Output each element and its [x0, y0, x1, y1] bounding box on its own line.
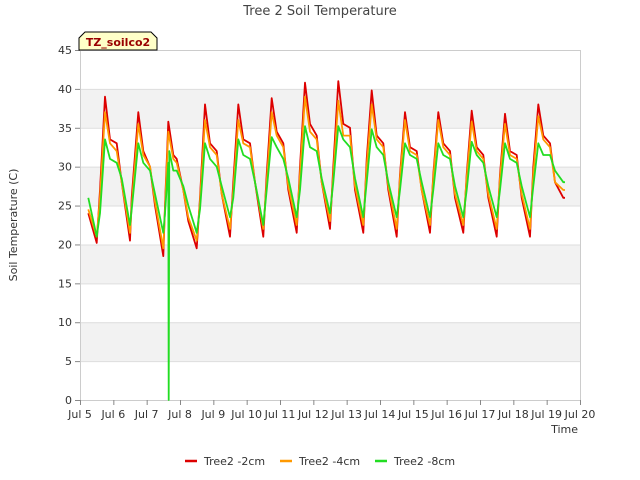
x-tick-label: Jul 20: [564, 408, 596, 421]
x-tick-label: Jul 15: [397, 408, 429, 421]
x-tick-label: Jul 16: [430, 408, 462, 421]
legend-label: Tree2 -4cm: [298, 455, 360, 468]
legend-label: Tree2 -8cm: [393, 455, 455, 468]
x-tick-label: Jul 9: [200, 408, 225, 421]
plot-band: [80, 127, 580, 167]
legend-label: Tree2 -2cm: [203, 455, 265, 468]
y-tick-label: 20: [58, 238, 72, 251]
plot-band: [80, 50, 580, 89]
x-tick-label: Jul 12: [297, 408, 329, 421]
y-tick-label: 40: [58, 83, 72, 96]
y-tick-label: 15: [58, 277, 72, 290]
y-tick-label: 10: [58, 316, 72, 329]
x-tick-label: Jul 14: [364, 408, 396, 421]
annotation-box: TZ_soilco2: [78, 31, 158, 51]
annotation-label: TZ_soilco2: [86, 36, 150, 49]
y-axis: 0 5 10 15 20 25 30 35 40 45: [58, 44, 80, 407]
data-series: [87, 80, 565, 401]
x-axis: Jul 5 Jul 6 Jul 7 Jul 8 Jul 9 Jul 10 Jul 11 Jul…: [67, 400, 595, 421]
y-axis-label: Soil Temperature (C): [7, 169, 20, 282]
x-tick-label: Jul 13: [330, 408, 362, 421]
plot-band: [80, 322, 580, 362]
legend: Tree2 -2cm Tree2 -4cm Tree2 -8cm: [185, 455, 455, 468]
chart-title: Tree 2 Soil Temperature: [242, 4, 397, 19]
x-tick-label: Jul 7: [134, 408, 159, 421]
x-tick-label: Jul 8: [167, 408, 192, 421]
x-tick-label: Jul 17: [464, 408, 496, 421]
x-tick-label: Jul 18: [497, 408, 529, 421]
y-tick-label: 5: [65, 355, 72, 368]
plot-band: [80, 361, 580, 400]
y-tick-label: 35: [58, 122, 72, 135]
x-axis-label: Time: [550, 423, 578, 436]
plot-border: [80, 50, 581, 401]
plot-band: [80, 166, 580, 206]
x-tick-label: Jul 11: [264, 408, 296, 421]
x-tick-label: Jul 6: [100, 408, 125, 421]
series-line-3: [87, 125, 565, 401]
x-tick-label: Jul 5: [67, 408, 92, 421]
annotation-box-shape: [78, 31, 158, 51]
y-tick-label: 0: [65, 394, 72, 407]
x-tick-label: Jul 19: [530, 408, 562, 421]
plot-band: [80, 88, 580, 128]
y-tick-label: 30: [58, 161, 72, 174]
plot-band: [80, 283, 580, 323]
y-tick-label: 45: [58, 44, 72, 57]
x-tick-label: Jul 10: [230, 408, 262, 421]
y-tick-label: 25: [58, 200, 72, 213]
plot-band: [80, 244, 580, 284]
